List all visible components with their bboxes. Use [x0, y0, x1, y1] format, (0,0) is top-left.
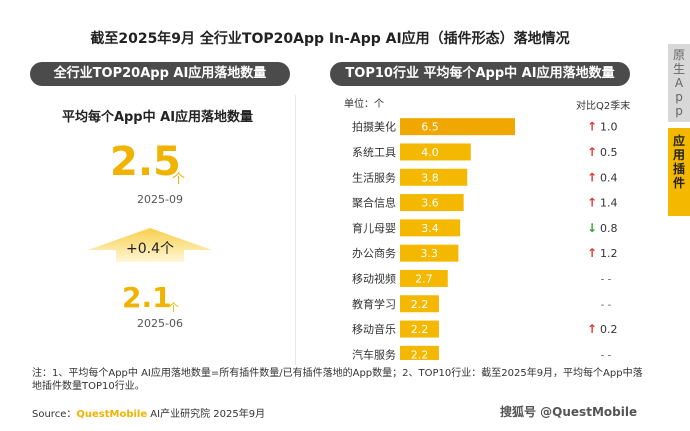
- category-label: 移动视频: [352, 271, 396, 285]
- bar-value-label: 3.3: [420, 247, 438, 260]
- category-label: 汽车服务: [352, 347, 396, 360]
- change-value: 0.8: [600, 222, 618, 235]
- unit-label: 单位：个: [344, 99, 384, 110]
- bar: [400, 118, 515, 136]
- up-arrow-icon: ↑: [587, 120, 597, 134]
- category-label: 办公商务: [352, 246, 396, 260]
- category-label: 教育学习: [352, 297, 396, 311]
- up-arrow-icon: ↑: [587, 170, 597, 184]
- source-line: Source：QuestMobile AI产业研究院 2025年9月: [32, 405, 265, 420]
- tab-app-plugin[interactable]: 应用插件: [668, 128, 690, 216]
- source-suffix: AI产业研究院 2025年9月: [147, 409, 266, 420]
- compare-label: 对比Q2季末: [576, 101, 631, 112]
- bar: [400, 219, 461, 237]
- previous-unit: 个: [168, 301, 179, 314]
- bar-value-label: 6.5: [421, 121, 439, 134]
- left-panel-header: 全行业TOP20App AI应用落地数量: [30, 62, 290, 86]
- bar-value-label: 4.0: [421, 146, 439, 159]
- panel-divider: [295, 95, 296, 365]
- bar: [400, 168, 468, 186]
- up-arrow-icon: ↑: [587, 322, 597, 336]
- category-label: 育儿母婴: [352, 221, 396, 235]
- change-value: 1.0: [600, 121, 618, 134]
- bar-value-label: 2.2: [411, 298, 429, 311]
- bar: [400, 345, 439, 360]
- up-arrow-icon: ↑: [587, 246, 597, 260]
- watermark: 搜狐号 @QuestMobile: [500, 405, 638, 419]
- change-value: - -: [601, 274, 612, 285]
- change-value: 1.2: [600, 247, 618, 260]
- bar-value-label: 2.2: [411, 348, 429, 360]
- up-arrow-icon: ↑: [587, 145, 597, 159]
- bar: [400, 194, 464, 212]
- category-label: 生活服务: [352, 170, 396, 184]
- category-label: 拍摄美化: [352, 120, 396, 134]
- source-prefix: Source：: [32, 409, 77, 420]
- category-label: 系统工具: [352, 146, 396, 159]
- change-value: +0.4个: [126, 241, 174, 257]
- current-date: 2025-09: [137, 193, 183, 206]
- change-value: 0.4: [600, 171, 618, 184]
- change-value: - -: [601, 300, 612, 311]
- bar: [400, 143, 471, 161]
- up-arrow-icon: ↑: [587, 196, 597, 210]
- bar-value-label: 3.6: [421, 197, 439, 210]
- previous-value: 2.1: [122, 281, 172, 314]
- up-arrow-icon: [88, 228, 212, 262]
- page-title: 截至2025年9月 全行业TOP20App In-App AI应用（插件形态）落…: [90, 31, 570, 47]
- bar-value-label: 3.8: [421, 171, 439, 184]
- down-arrow-icon: ↓: [587, 221, 597, 235]
- current-value: 2.5: [110, 139, 181, 185]
- change-value: 0.2: [600, 323, 618, 336]
- current-unit: 个: [172, 172, 186, 187]
- bar-value-label: 3.4: [421, 222, 439, 235]
- bar: [400, 244, 459, 262]
- bar-value-label: 2.7: [415, 272, 433, 285]
- bar: [400, 269, 448, 287]
- change-value: 1.4: [600, 197, 618, 210]
- bar: [400, 295, 439, 313]
- source-brand: QuestMobile: [76, 409, 148, 420]
- category-label: 移动音乐: [352, 322, 396, 336]
- previous-date: 2025-06: [137, 317, 183, 330]
- category-label: 聚合信息: [352, 196, 396, 210]
- change-value: 0.5: [600, 146, 618, 159]
- right-panel-header: TOP10行业 平均每个App中 AI应用落地数量: [330, 62, 630, 86]
- footnote: 注：1、平均每个App中 AI应用落地数量=所有插件数量/已有插件落地的App数…: [32, 368, 643, 392]
- bar: [400, 320, 439, 338]
- avg-subtitle: 平均每个App中 AI应用落地数量: [61, 110, 254, 125]
- change-value: - -: [601, 350, 612, 360]
- bar-value-label: 2.2: [411, 323, 429, 336]
